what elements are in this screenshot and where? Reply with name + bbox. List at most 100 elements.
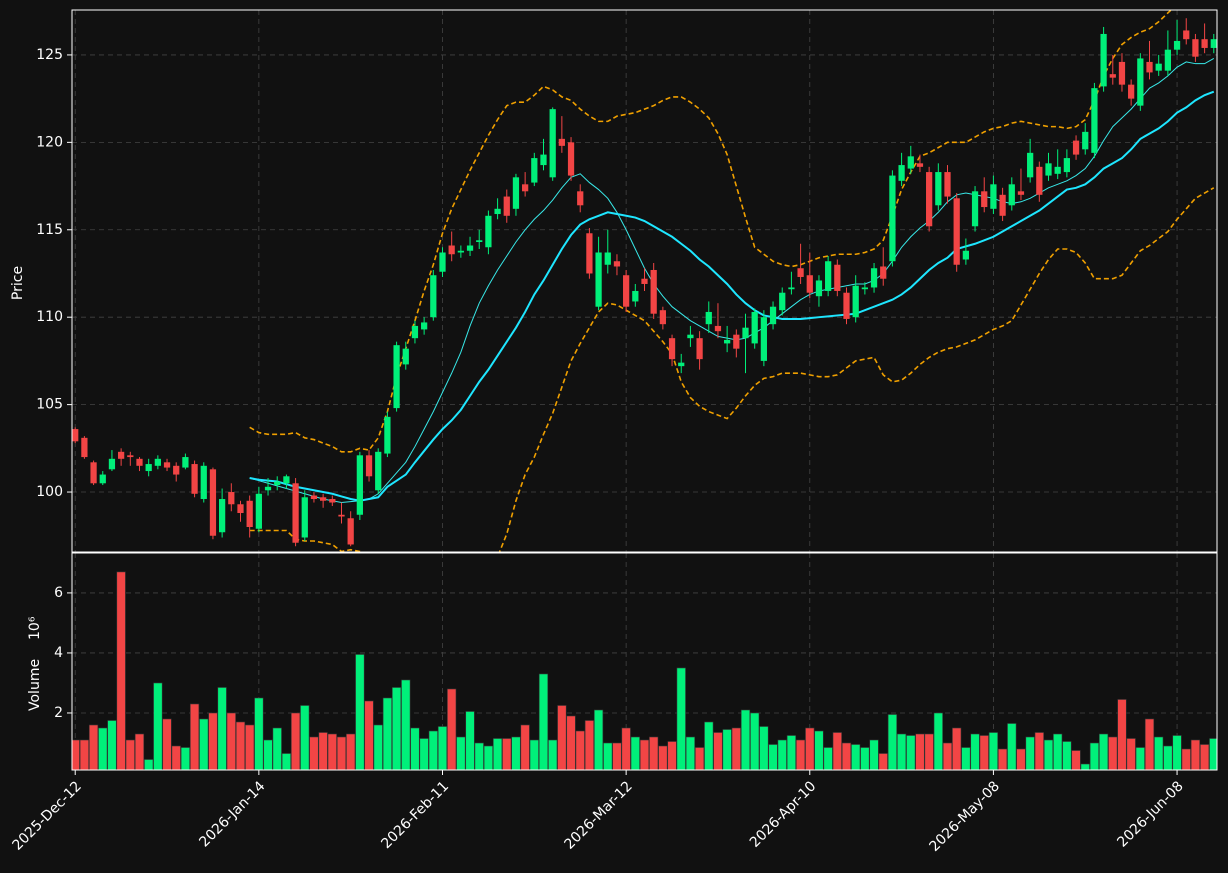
y-tick-label: 120 — [36, 134, 63, 150]
volume-bar — [1016, 748, 1026, 770]
volume-bar — [1135, 747, 1145, 770]
price-grid — [72, 10, 1217, 552]
candle-body — [797, 268, 804, 277]
candle-body — [421, 322, 428, 330]
volume-bar — [1089, 742, 1100, 770]
candle-body — [1100, 33, 1107, 87]
candle-body — [512, 177, 520, 209]
volume-bar — [1172, 735, 1182, 770]
volume-bar — [1117, 699, 1127, 770]
candle-body — [971, 191, 979, 227]
volume-bar — [1043, 739, 1054, 770]
volume-bar — [346, 733, 356, 770]
candle-body — [641, 278, 648, 284]
volume-bar — [704, 721, 714, 770]
candle-body — [751, 311, 758, 344]
volume-bar — [437, 726, 448, 770]
volume-bar — [658, 745, 668, 770]
volume-bar — [107, 720, 117, 770]
candle-body — [724, 339, 731, 344]
volume-bar — [1190, 739, 1201, 770]
candle-body — [659, 310, 666, 325]
candle-body — [90, 462, 97, 484]
candle-body — [558, 138, 565, 146]
candle-body — [283, 476, 290, 484]
candle-body — [1082, 131, 1089, 150]
volume-bar — [318, 732, 328, 770]
volume-bar — [795, 739, 806, 770]
volume-bar — [1080, 763, 1090, 770]
volume-bar — [355, 654, 365, 770]
candle-body — [439, 252, 446, 272]
candle-body — [476, 240, 483, 243]
candle-body — [898, 165, 905, 181]
candle-body — [861, 287, 868, 290]
volume-bar — [621, 727, 631, 770]
candle-body — [926, 172, 933, 227]
volume-bar — [685, 736, 696, 770]
volume-bar — [134, 733, 145, 770]
volume-bar — [731, 727, 741, 770]
candle-body — [301, 497, 308, 538]
volume-bars — [72, 571, 1217, 770]
candle-body — [1155, 63, 1162, 71]
candle-body — [503, 196, 510, 216]
candle-body — [577, 191, 584, 206]
candle-body — [907, 156, 914, 169]
candle-body — [1164, 49, 1171, 71]
candle-body — [457, 250, 464, 253]
volume-bar — [1126, 738, 1136, 770]
volume-bar — [88, 724, 99, 770]
volume-frame — [71, 552, 1218, 771]
candle-body — [72, 429, 79, 442]
candle-body — [154, 458, 161, 466]
volume-bar — [1034, 732, 1044, 770]
volume-bar — [676, 667, 686, 770]
candle-body — [402, 348, 409, 365]
volume-bar — [391, 687, 402, 770]
volume-bar — [465, 711, 475, 770]
volume-bar — [612, 742, 622, 770]
volume-bar — [373, 724, 383, 770]
volume-bar — [72, 739, 80, 770]
volume-bar — [860, 747, 870, 770]
volume-bar — [878, 753, 888, 770]
volume-bar — [300, 705, 310, 770]
y-tick-label: 110 — [36, 309, 63, 325]
volume-bar — [851, 744, 861, 770]
candle-body — [356, 455, 363, 515]
volume-bar — [226, 712, 236, 770]
candle-body — [613, 261, 621, 267]
volume-bar — [952, 727, 962, 770]
overlay-line — [249, 10, 1173, 453]
candle-body — [219, 499, 226, 533]
volume-bar — [1108, 736, 1118, 770]
volume-bar — [887, 714, 898, 770]
candle-body — [999, 194, 1006, 216]
volume-bar — [630, 736, 640, 770]
candle-body — [1008, 184, 1015, 206]
candle-body — [678, 362, 685, 367]
volume-bar — [841, 742, 852, 770]
volume-bar — [538, 673, 549, 770]
candle-body — [255, 493, 262, 529]
candle-body — [292, 483, 299, 543]
volume-bar — [575, 730, 585, 770]
candle-body — [1201, 39, 1208, 48]
candle-body — [264, 486, 272, 491]
candle-body — [760, 317, 767, 361]
volume-bar — [272, 727, 282, 770]
volume-bar — [924, 733, 934, 770]
candle-body — [769, 306, 777, 325]
volume-bar — [961, 747, 971, 770]
candle-body — [806, 275, 813, 293]
volume-bar — [869, 739, 879, 770]
volume-bar — [593, 709, 604, 770]
candle-body — [200, 465, 207, 500]
candle-body — [81, 437, 88, 458]
candle-body — [540, 154, 547, 166]
candle-body — [1109, 74, 1116, 78]
volume-bar — [511, 736, 521, 770]
volume-bar — [786, 735, 797, 770]
candle-body — [1128, 84, 1135, 99]
